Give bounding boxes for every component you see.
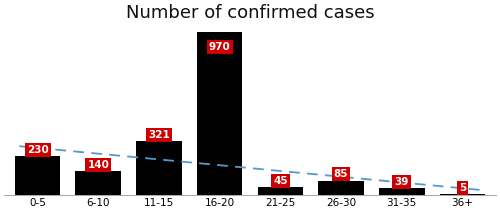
Text: 45: 45 (273, 176, 287, 186)
Bar (318, 181, 364, 195)
Title: Number of confirmed cases: Number of confirmed cases (126, 4, 374, 22)
Text: 970: 970 (209, 42, 231, 52)
Text: 230: 230 (26, 145, 48, 155)
Bar (379, 188, 424, 195)
Text: 140: 140 (88, 160, 109, 170)
Bar (76, 172, 121, 195)
Text: 5: 5 (459, 183, 466, 193)
Bar (197, 32, 242, 195)
Bar (440, 194, 485, 195)
Text: 85: 85 (334, 169, 348, 179)
Text: 321: 321 (148, 130, 170, 139)
Bar (136, 141, 182, 195)
Bar (258, 187, 303, 195)
Bar (15, 156, 60, 195)
Text: 39: 39 (394, 177, 409, 187)
